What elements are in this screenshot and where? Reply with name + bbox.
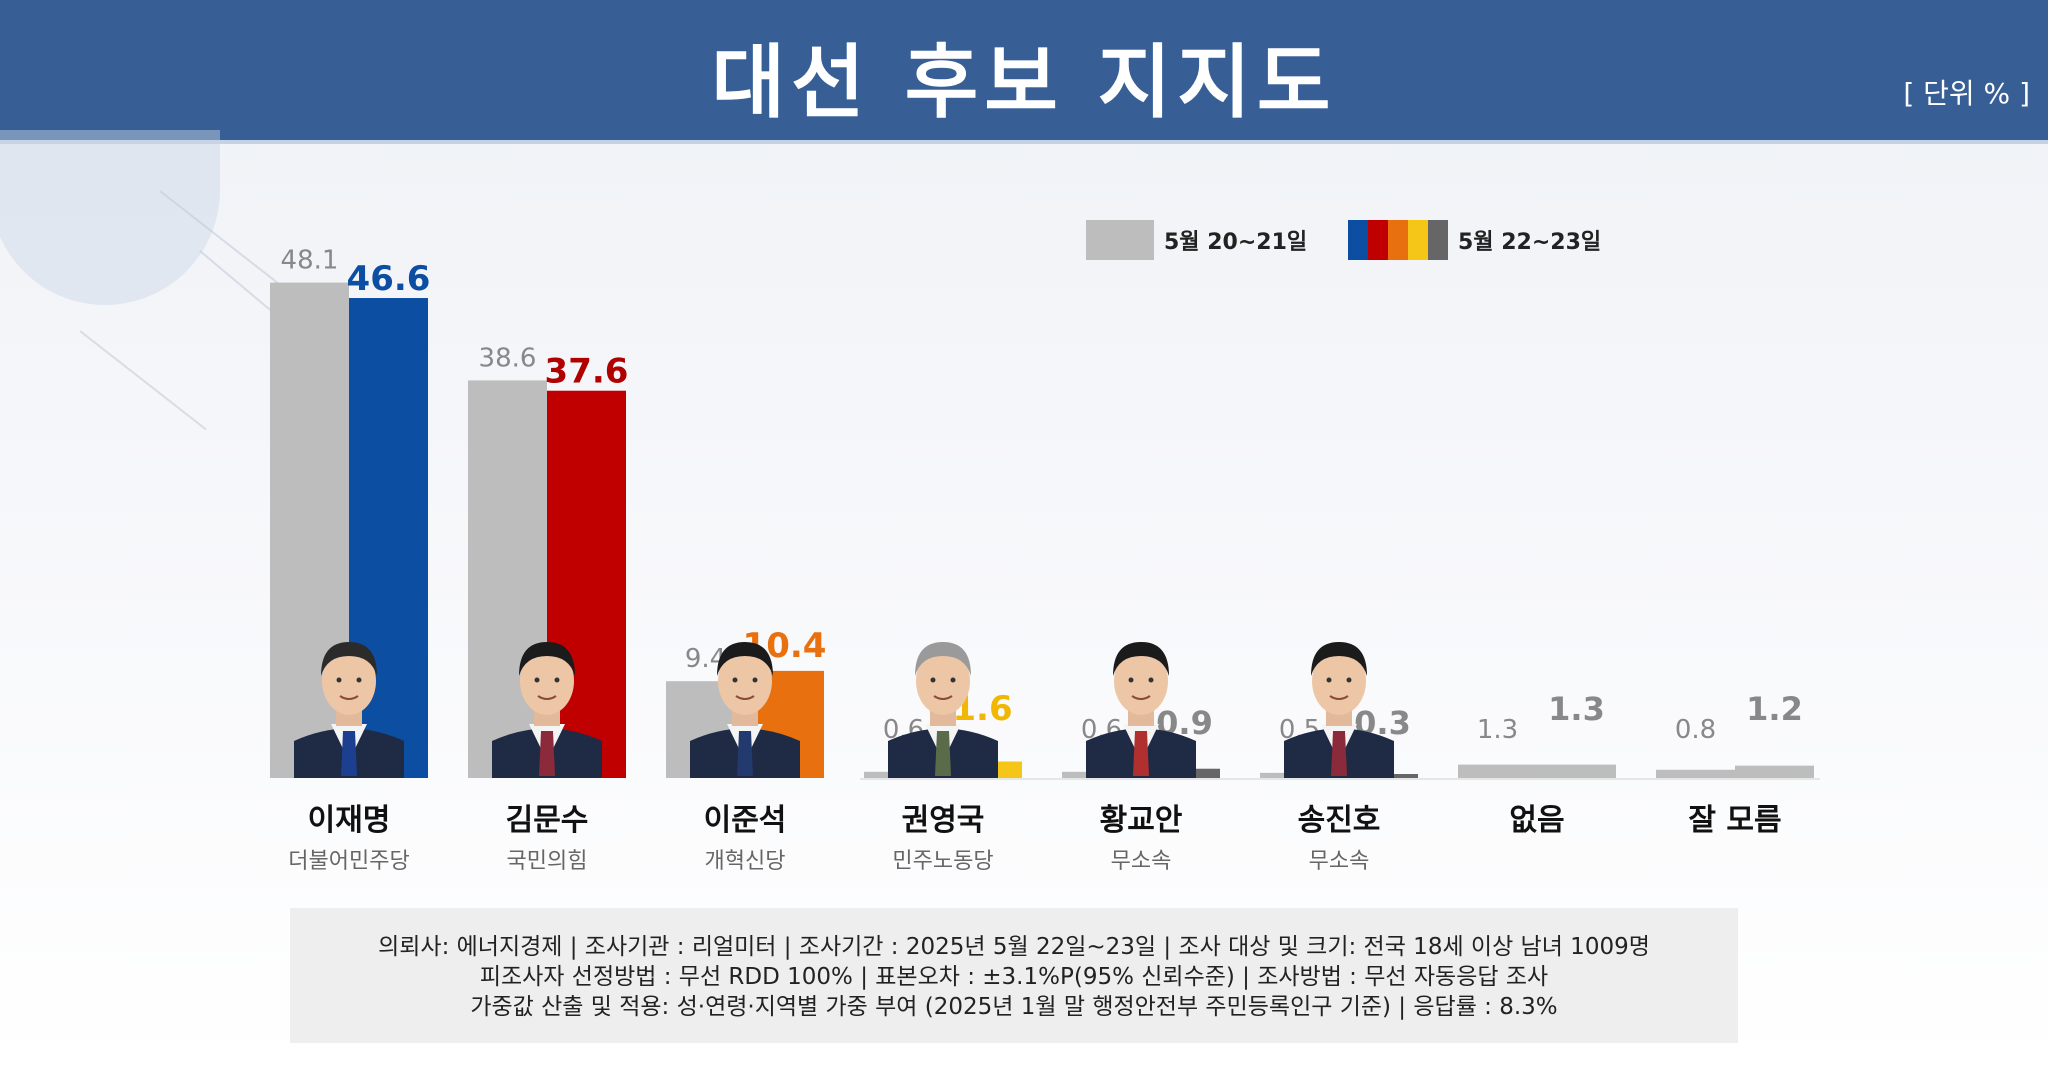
legend-current: 5월 22~23일 xyxy=(1348,220,1601,260)
legend-label-current: 5월 22~23일 xyxy=(1458,230,1602,255)
candidate-photo xyxy=(1086,642,1196,778)
category-label: 황교안 xyxy=(1100,803,1183,838)
party-label: 무소속 xyxy=(1111,849,1172,874)
chart-title: 대선 후보 지지도 xyxy=(711,36,1337,129)
footnote-line-3: 가중값 산출 및 적용: 성·연령·지역별 가중 부여 (2025년 1월 말 … xyxy=(470,994,1558,1020)
legend-swatch-segment xyxy=(1408,220,1428,260)
category-label: 이재명 xyxy=(308,803,391,838)
data-label-previous: 0.8 xyxy=(1675,715,1716,745)
candidate-photo xyxy=(492,642,602,778)
bar-current xyxy=(1537,764,1616,778)
legend-swatch-segment xyxy=(1368,220,1388,260)
data-label-current: 1.2 xyxy=(1746,690,1803,728)
party-label: 무소속 xyxy=(1309,849,1370,874)
data-label-previous: 1.3 xyxy=(1477,715,1518,745)
data-label-current: 37.6 xyxy=(545,352,629,392)
category-label: 없음 xyxy=(1509,803,1564,838)
party-label: 더불어민주당 xyxy=(288,849,409,874)
legend-previous: 5월 20~21일 xyxy=(1086,220,1307,260)
legend-swatch-segment xyxy=(1348,220,1368,260)
bar-previous xyxy=(1656,769,1735,778)
party-label: 국민의힘 xyxy=(507,849,588,874)
data-label-previous: 38.6 xyxy=(479,343,537,373)
data-label-previous: 48.1 xyxy=(281,246,339,276)
legend-swatch-segment xyxy=(1388,220,1408,260)
legend-swatch-previous xyxy=(1086,220,1154,260)
category-label: 송진호 xyxy=(1298,803,1381,838)
bar-previous xyxy=(468,380,547,778)
candidate-photo xyxy=(888,642,998,778)
footnote-line-2: 피조사자 선정방법 : 무선 RDD 100% | 표본오차 : ±3.1%P(… xyxy=(479,964,1549,990)
party-label: 민주노동당 xyxy=(892,849,993,874)
legend-swatch-gray xyxy=(1086,220,1154,260)
legend-swatch-segment xyxy=(1428,220,1448,260)
bar-current xyxy=(547,390,626,778)
candidate-photo xyxy=(294,642,404,778)
legend-swatch-current xyxy=(1348,220,1448,260)
candidate-photo xyxy=(1284,642,1394,778)
bar-previous xyxy=(1458,764,1537,778)
category-label: 권영국 xyxy=(902,803,985,838)
category-label: 김문수 xyxy=(506,803,589,838)
data-label-current: 1.3 xyxy=(1548,690,1605,728)
candidate-photo xyxy=(690,642,800,778)
header-bar: 대선 후보 지지도 [ 단위 % ] xyxy=(0,0,2048,144)
party-label: 개혁신당 xyxy=(705,849,786,874)
survey-footnote: 의뢰사: 에너지경제 | 조사기관 : 리얼미터 | 조사기간 : 2025년 … xyxy=(290,908,1738,1043)
category-label: 이준석 xyxy=(704,803,787,838)
bar-current xyxy=(1735,765,1814,778)
unit-label: [ 단위 % ] xyxy=(1903,77,2030,110)
legend-label-previous: 5월 20~21일 xyxy=(1164,230,1308,255)
category-label: 잘 모름 xyxy=(1688,803,1781,838)
footnote-line-1: 의뢰사: 에너지경제 | 조사기관 : 리얼미터 | 조사기간 : 2025년 … xyxy=(378,934,1650,960)
data-label-current: 46.6 xyxy=(347,259,431,299)
